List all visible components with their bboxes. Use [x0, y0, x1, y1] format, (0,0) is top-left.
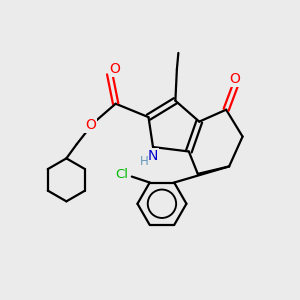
Text: N: N [147, 149, 158, 163]
Text: Cl: Cl [116, 168, 129, 181]
Text: O: O [85, 118, 96, 132]
Text: O: O [229, 72, 240, 86]
Text: O: O [110, 62, 121, 76]
Text: H: H [140, 155, 148, 168]
